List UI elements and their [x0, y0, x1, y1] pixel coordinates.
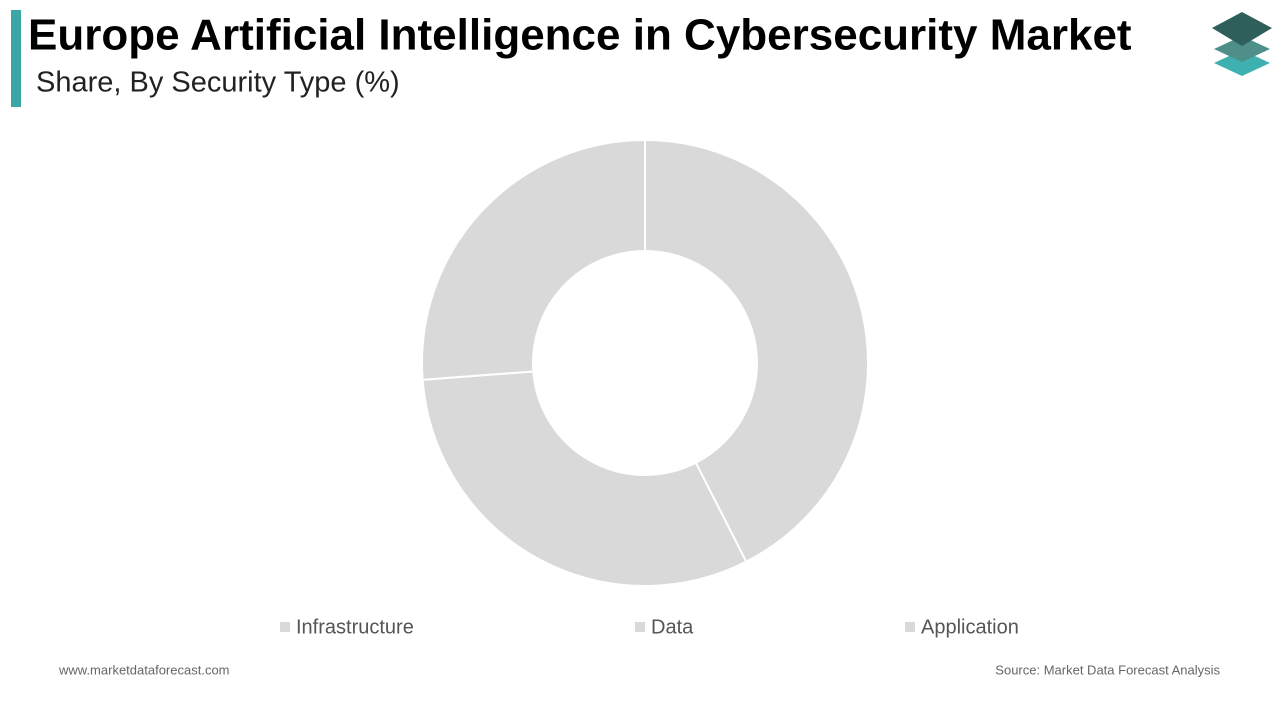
legend-swatch: [905, 622, 915, 632]
title-accent: [11, 10, 21, 107]
chart-subtitle: Share, By Security Type (%): [36, 67, 400, 99]
donut-segment: [421, 138, 646, 381]
legend-label: Application: [921, 616, 1019, 638]
legend-label: Data: [651, 616, 694, 638]
donut-segment: [644, 138, 869, 564]
legend-swatch: [635, 622, 645, 632]
website: www.marketdataforecast.com: [58, 662, 230, 677]
logo: [1212, 12, 1272, 76]
donut-segment: [421, 370, 748, 587]
donut: [421, 138, 869, 587]
legend: Infrastructure Data Application: [280, 616, 1019, 638]
chart-title: Europe Artificial Intelligence in Cybers…: [28, 11, 1132, 60]
legend-swatch: [280, 622, 290, 632]
legend-label: Infrastructure: [296, 616, 414, 638]
source: Source: Market Data Forecast Analysis: [995, 662, 1220, 677]
